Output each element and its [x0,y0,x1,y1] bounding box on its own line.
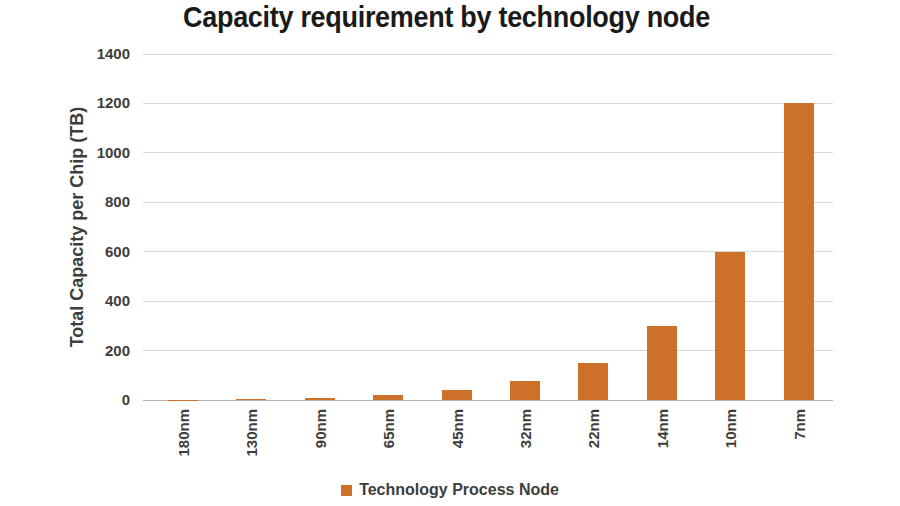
bar-32nm [510,381,540,400]
bar-130nm [236,399,266,400]
y-tick-label: 1200 [70,94,130,111]
gridline [143,103,833,104]
x-tick-label: 32nm [517,409,533,469]
x-tick-label: 90nm [312,409,328,469]
y-tick-label: 800 [70,193,130,210]
bar-22nm [578,363,608,400]
legend: Technology Process Node [0,481,900,499]
bar-90nm [305,398,335,400]
chart-title: Capacity requirement by technology node [0,0,893,35]
legend-swatch-icon [341,485,352,496]
x-tick-label: 45nm [449,409,465,469]
y-tick-label: 0 [70,391,130,408]
y-tick-label: 1400 [70,45,130,62]
bar-7nm [784,103,814,400]
x-tick-label: 65nm [380,409,396,469]
y-tick-label: 400 [70,292,130,309]
y-tick-label: 200 [70,342,130,359]
x-tick-label: 14nm [654,409,670,469]
bar-65nm [373,395,403,400]
gridline [143,54,833,55]
x-tick-label: 10nm [722,409,738,469]
bar-chart: Capacity requirement by technology node … [0,0,900,506]
x-tick-label: 180nm [175,409,191,469]
legend-label: Technology Process Node [359,481,559,499]
bar-45nm [442,390,472,400]
bar-14nm [647,326,677,400]
gridline [143,202,833,203]
x-tick-label: 22nm [585,409,601,469]
bar-10nm [715,252,745,400]
y-tick-label: 1000 [70,144,130,161]
x-tick-label: 7nm [791,409,807,469]
y-tick-label: 600 [70,243,130,260]
gridline [143,152,833,153]
x-tick-label: 130nm [243,409,259,469]
